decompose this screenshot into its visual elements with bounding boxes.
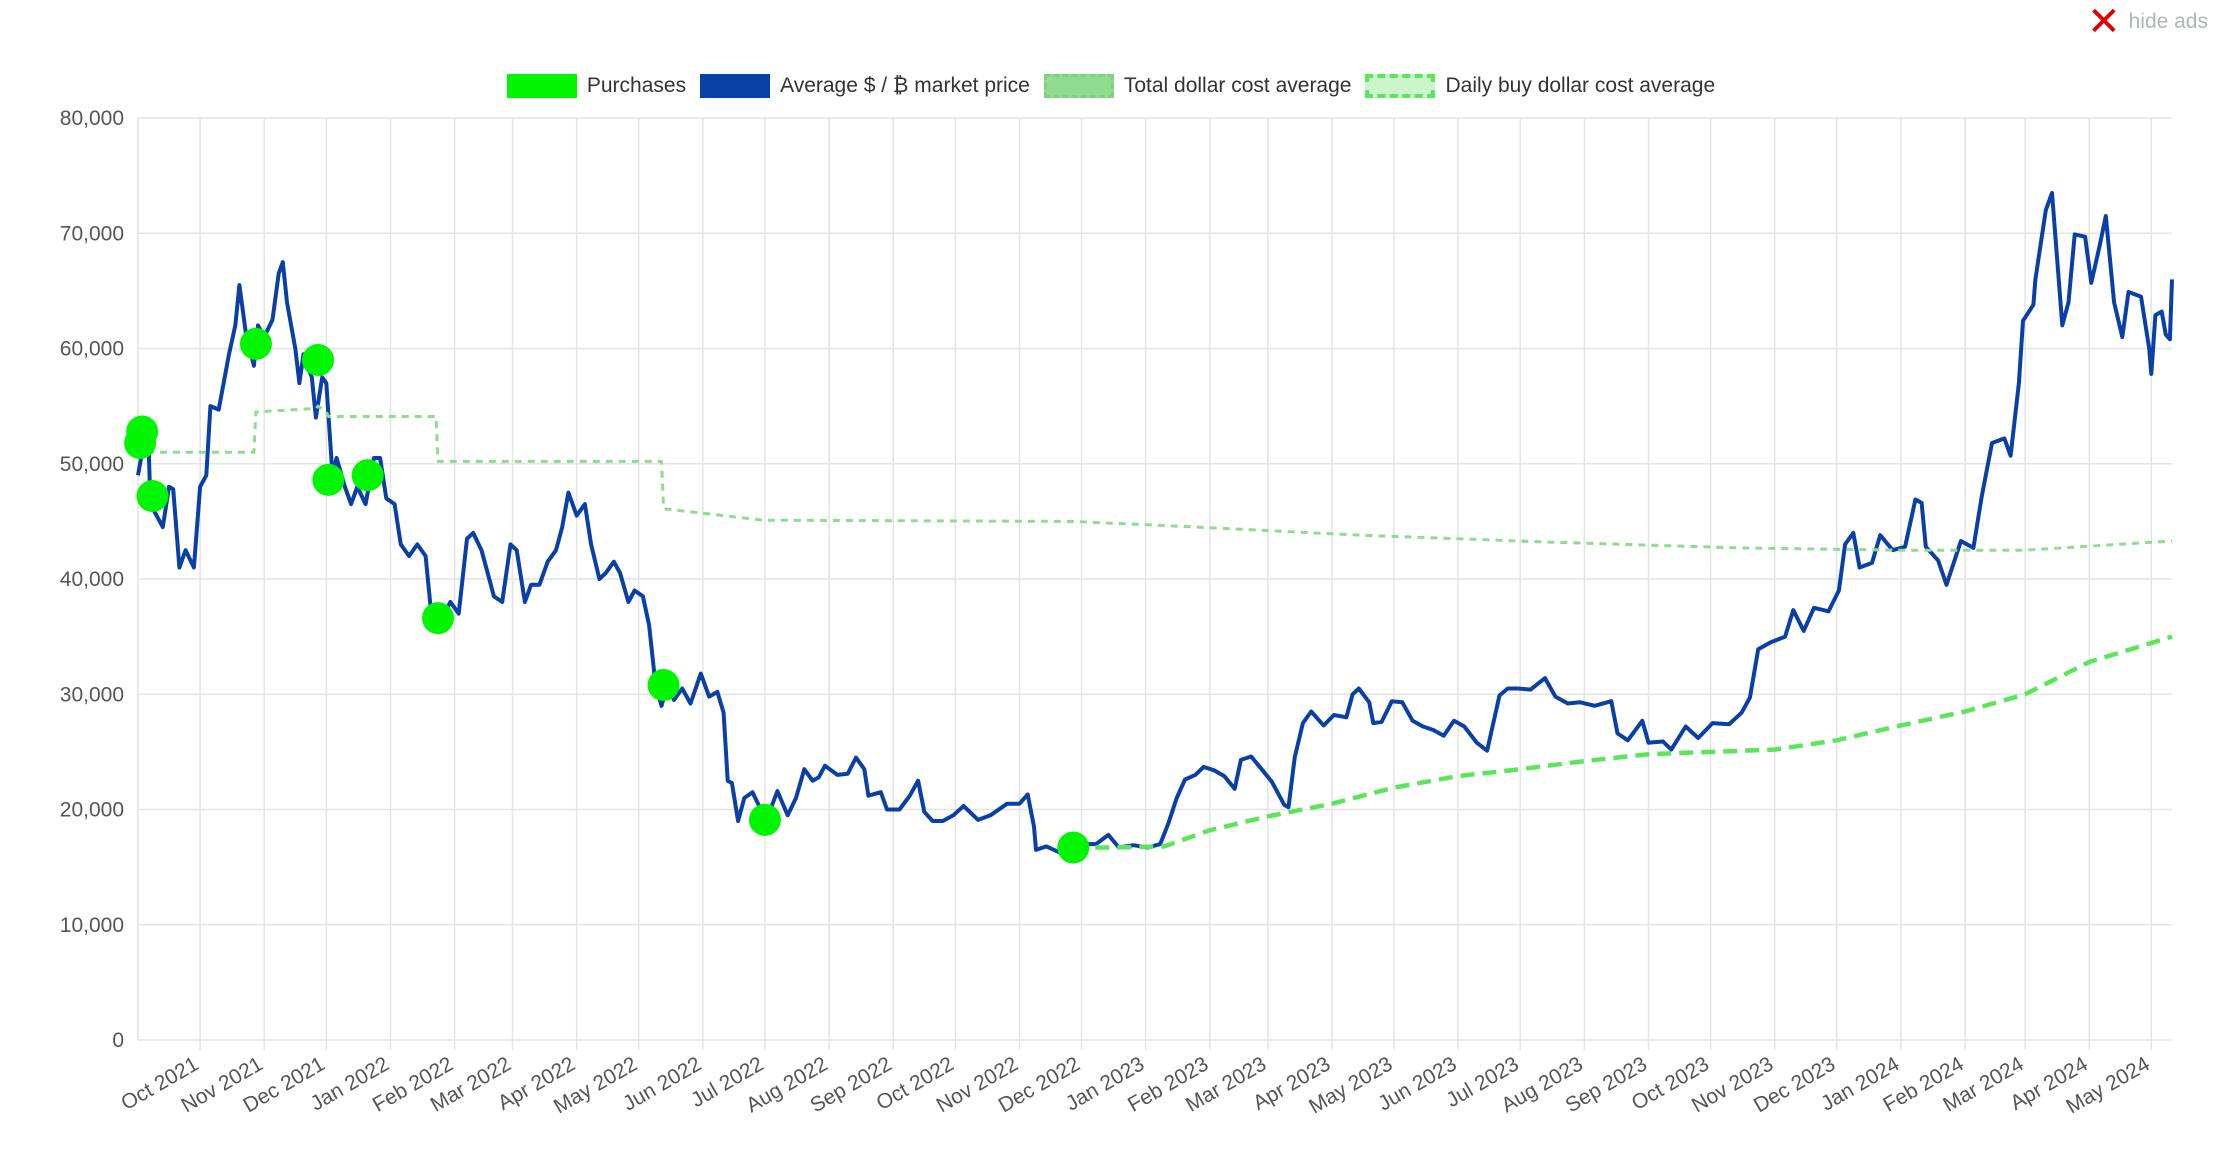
y-tick-label: 80,000: [60, 107, 124, 130]
hide-ads-label: hide ads: [2128, 10, 2208, 33]
legend-label-total-dca: Total dollar cost average: [1123, 74, 1352, 97]
legend-item-total-dca[interactable]: Total dollar cost average: [1043, 74, 1352, 98]
purchase-point[interactable]: [748, 803, 781, 836]
hide-ads-button[interactable]: ✕ hide ads: [2087, 2, 2208, 42]
chart-series: [136, 190, 2174, 855]
purchase-point[interactable]: [239, 327, 272, 360]
purchase-point[interactable]: [136, 480, 169, 513]
legend-item-daily-dca[interactable]: Daily buy dollar cost average: [1365, 74, 1715, 98]
purchase-points: [124, 327, 1090, 864]
y-tick-label: 70,000: [60, 222, 124, 245]
y-tick-label: 40,000: [60, 568, 124, 591]
legend-swatch-purchases: [506, 74, 577, 98]
close-icon: ✕: [2087, 0, 2121, 44]
series-line-average-market-price: [136, 190, 2174, 855]
legend-swatch-market-price: [700, 74, 771, 98]
y-tick-label: 10,000: [60, 914, 124, 937]
series-line-daily-buy-dollar-cost-average: [1073, 634, 2173, 850]
purchase-point[interactable]: [302, 344, 335, 377]
y-axis-ticks: 0 10,000 20,000 30,000 40,000 50,000 60,000 70,…: [60, 107, 124, 1052]
legend-label-purchases: Purchases: [586, 74, 687, 97]
legend-label-daily-dca: Daily buy dollar cost average: [1445, 74, 1716, 97]
legend-label-market-price: Average $ / ₿ market price: [780, 74, 1030, 97]
legend-swatch-total-dca: [1043, 74, 1114, 98]
purchase-point[interactable]: [351, 459, 384, 492]
y-tick-label: 60,000: [60, 338, 124, 361]
legend-item-purchases[interactable]: Purchases: [506, 74, 687, 98]
y-tick-label: 30,000: [60, 683, 124, 706]
purchase-point[interactable]: [1057, 831, 1090, 864]
legend-item-market-price[interactable]: Average $ / ₿ market price: [700, 74, 1030, 98]
purchase-point[interactable]: [422, 602, 455, 635]
purchase-point[interactable]: [312, 463, 345, 496]
y-tick-label: 50,000: [60, 453, 124, 476]
purchase-point[interactable]: [126, 415, 159, 448]
y-tick-label: 0: [112, 1029, 124, 1052]
y-tick-label: 20,000: [60, 799, 124, 822]
series-line-total-dollar-cost-average: [138, 404, 2173, 552]
legend-swatch-daily-dca: [1365, 74, 1436, 98]
chart-legend: Purchases Average $ / ₿ market price Tot…: [0, 74, 2222, 98]
purchase-point[interactable]: [647, 669, 680, 702]
chart-grid: [137, 117, 2172, 1050]
